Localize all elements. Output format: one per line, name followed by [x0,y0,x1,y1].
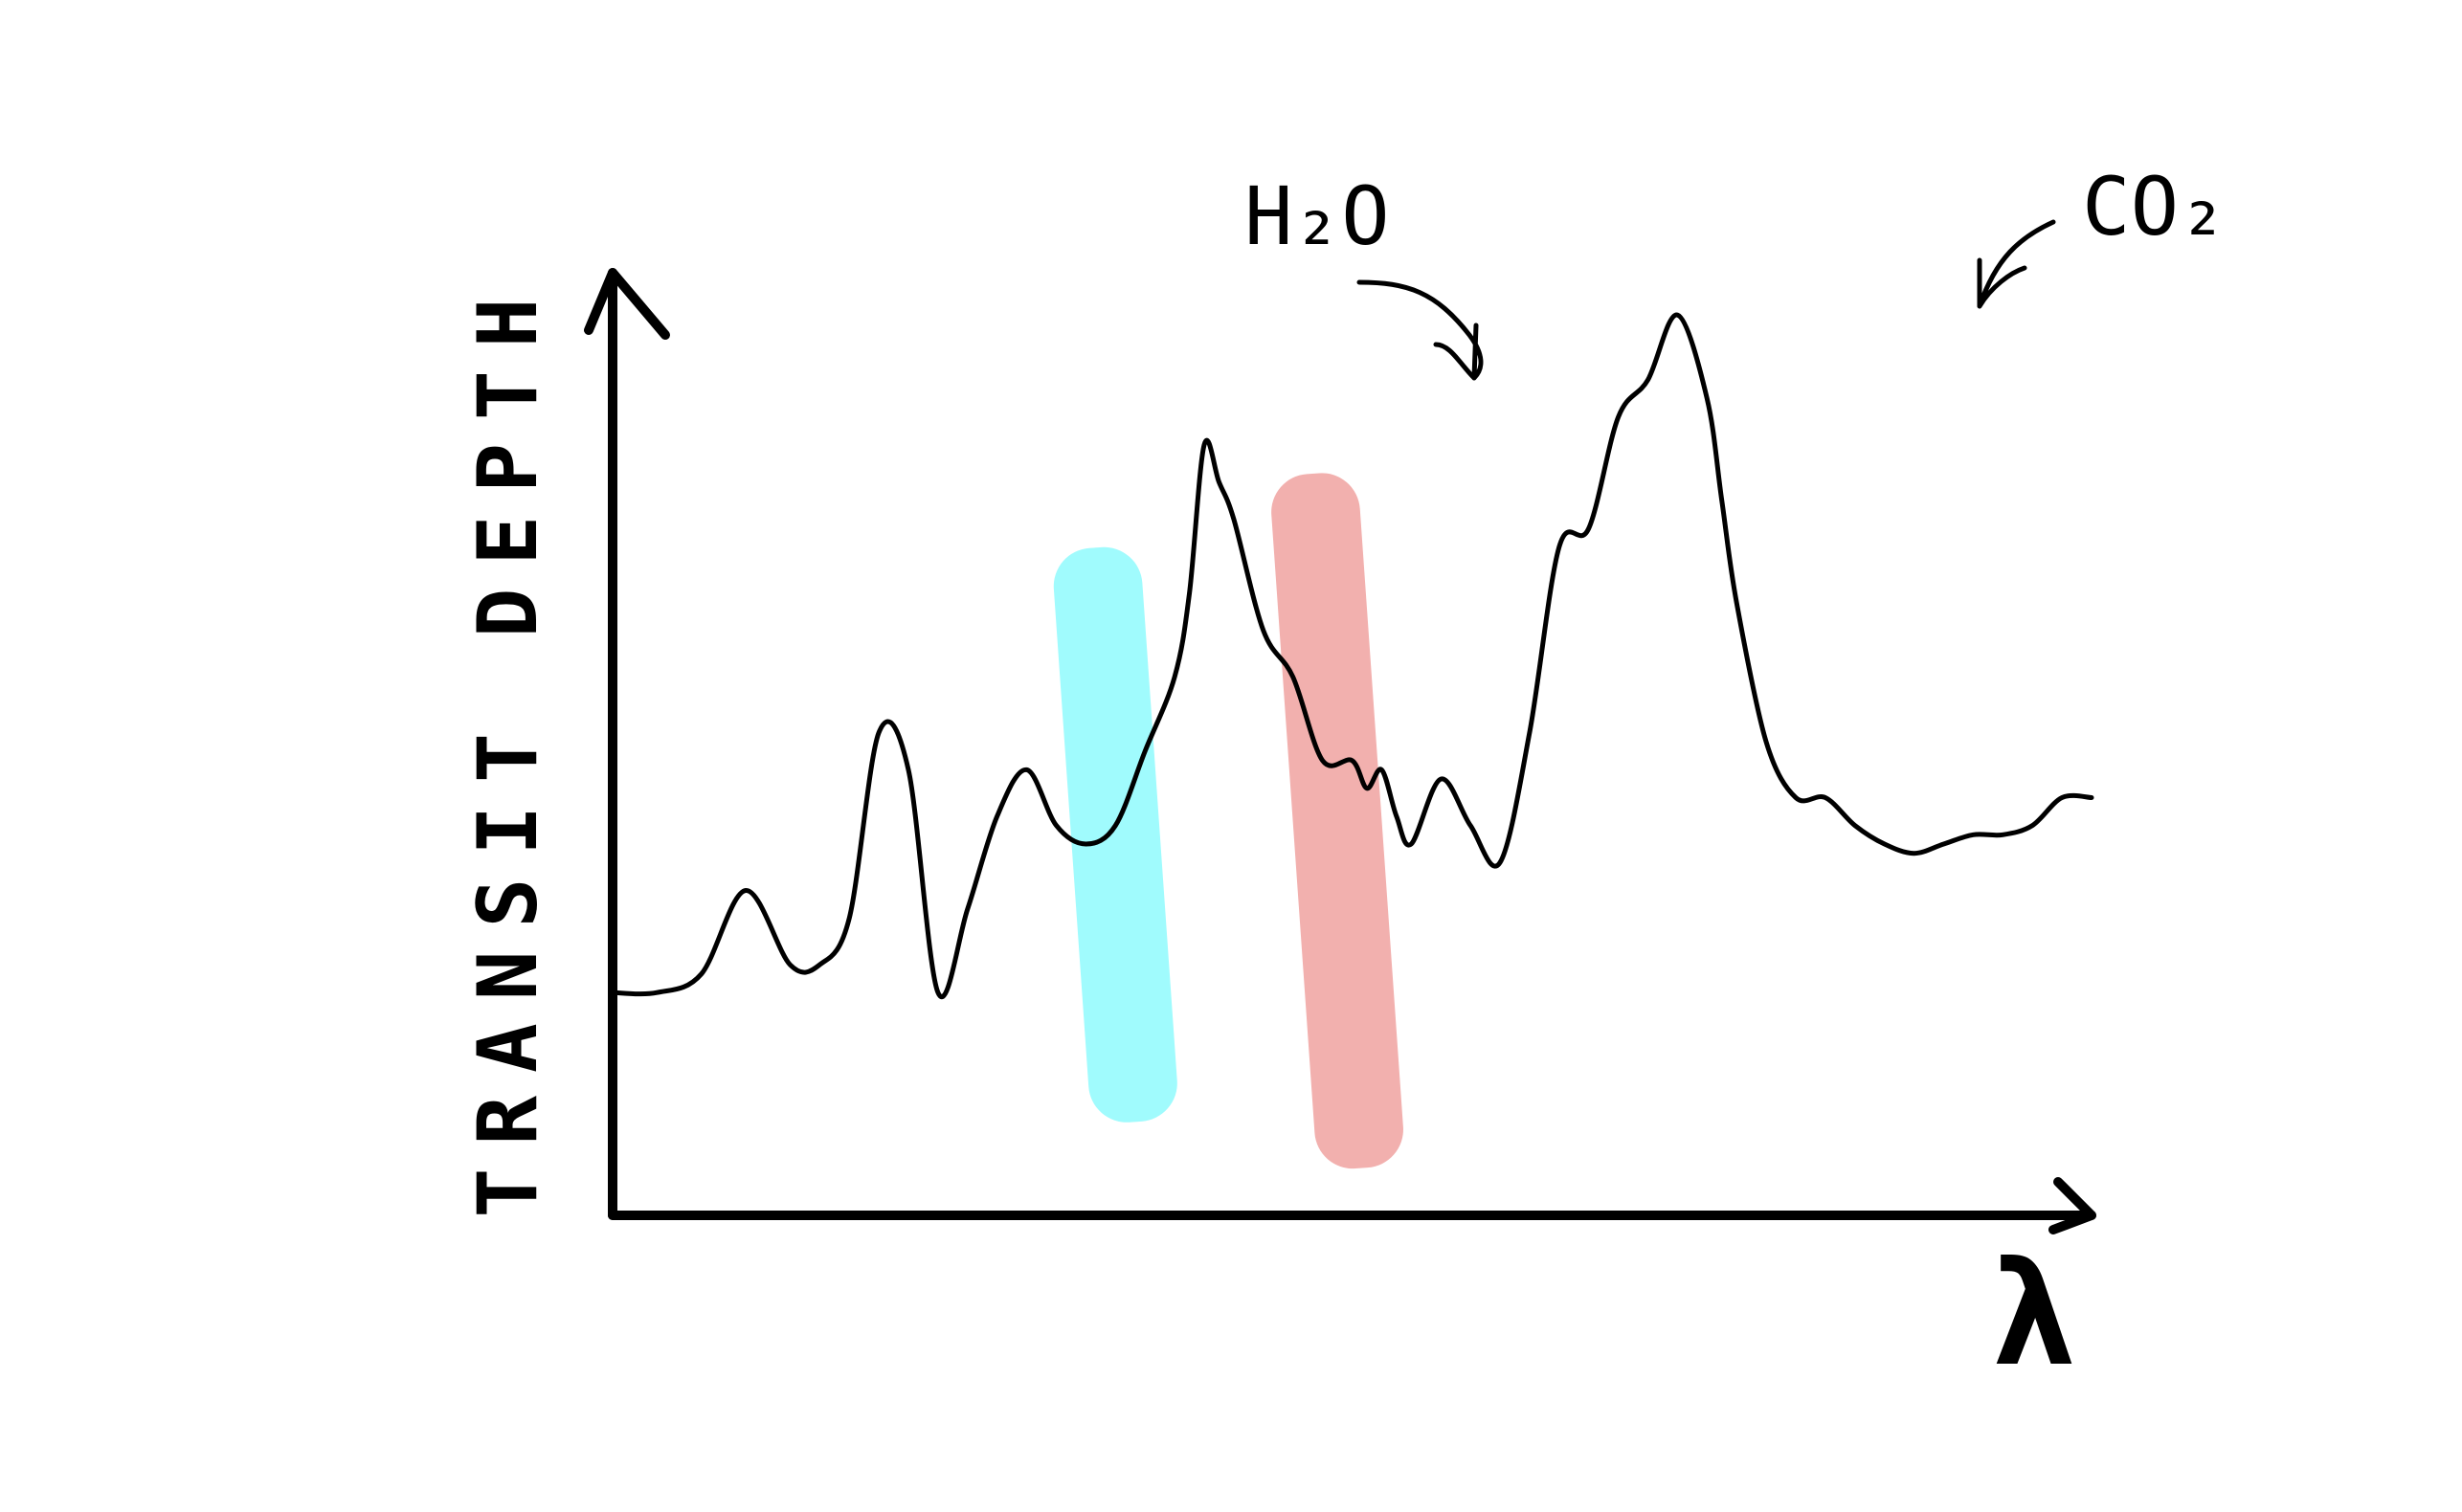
x-axis-label: λ [1991,1232,2077,1398]
h2o-annotation-label: H₂O [1244,169,1390,263]
y-axis-arrowhead [584,268,670,340]
co2-band [1271,473,1403,1169]
x-axis-arrowhead [2048,1177,2096,1234]
co2-annotation-label: CO₂ [2082,160,2227,254]
co2-annotation-arrow [1977,219,2056,309]
absorption-bands [1053,473,1403,1169]
y-axis-label: TRANSIT DEPTH [460,275,556,1217]
series-line [610,312,2094,999]
h2o-band [1053,546,1177,1123]
axes [584,268,2096,1234]
h2o-annotation-arrow [1356,279,1484,381]
